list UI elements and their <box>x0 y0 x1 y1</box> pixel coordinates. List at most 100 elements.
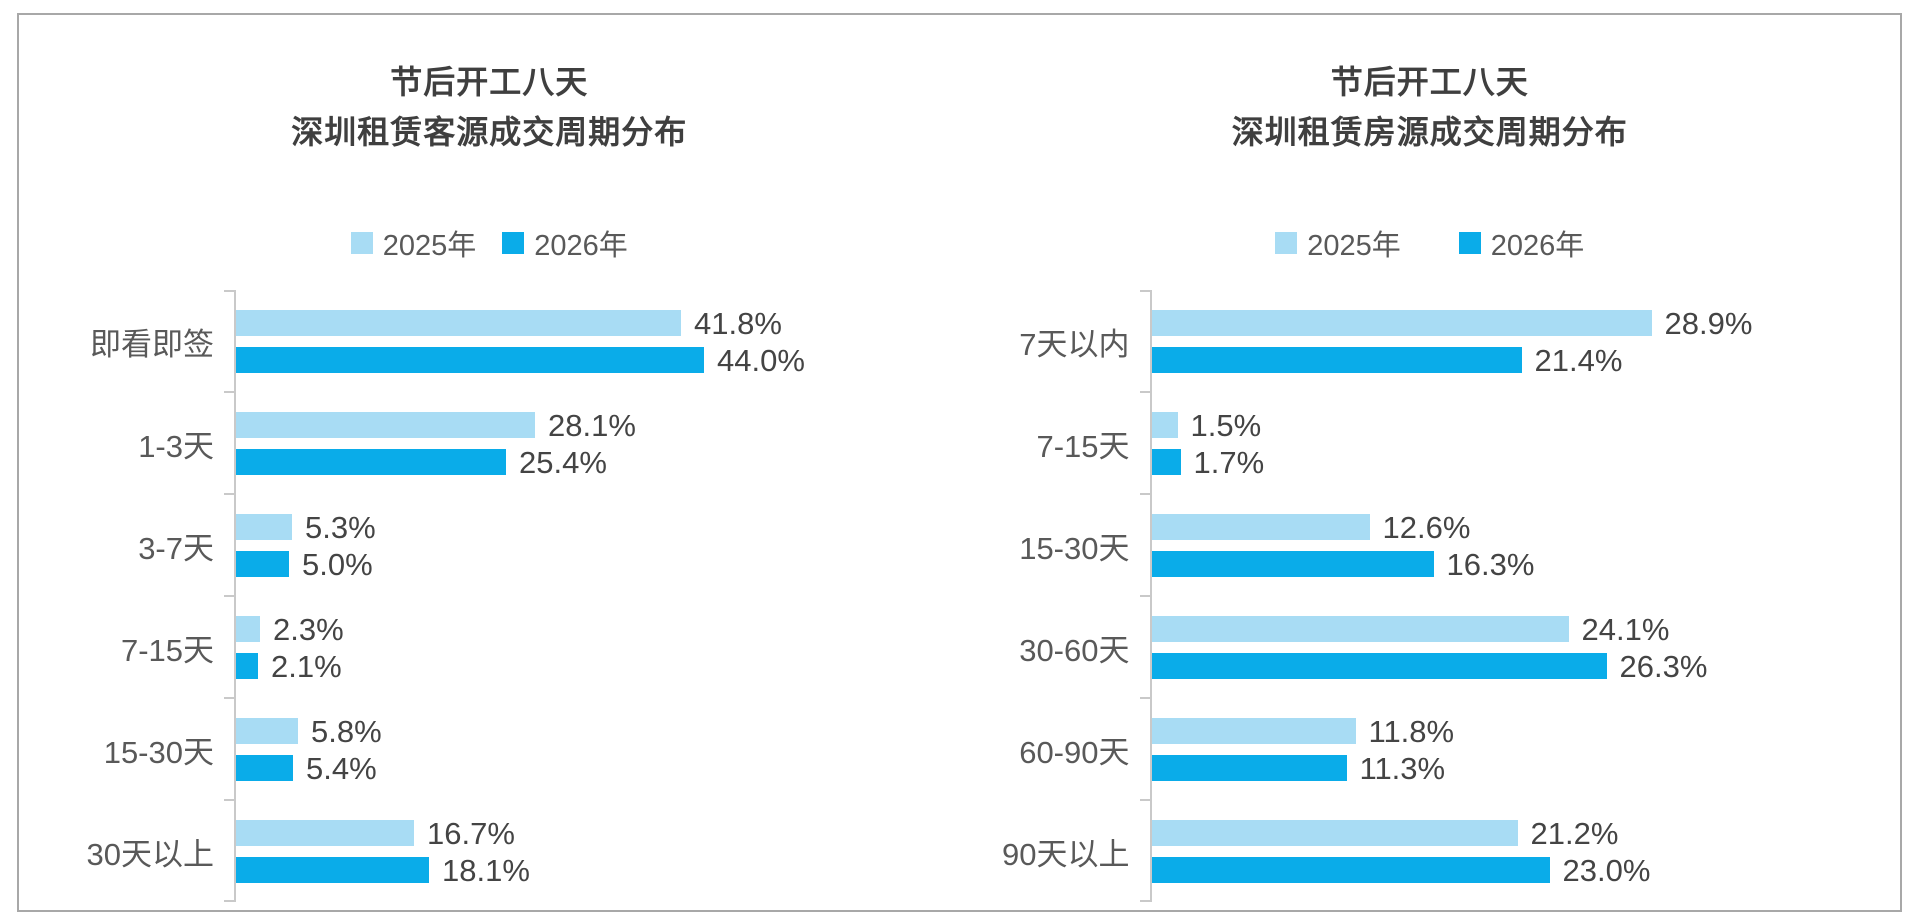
chart-title-line2: 深圳租赁客源成交周期分布 <box>291 114 688 150</box>
chart-frame: 节后开工八天 深圳租赁客源成交周期分布 2025年 2026年 即看即签 41.8… <box>17 13 1902 912</box>
axis-tick <box>224 900 234 902</box>
category-label: 1-3天 <box>138 428 214 464</box>
value-label: 41.8% <box>694 306 782 341</box>
axis-tick <box>1139 900 1150 902</box>
bar-2026年 <box>1151 449 1181 475</box>
value-label: 16.7% <box>427 816 515 851</box>
bar-2025年 <box>1151 310 1652 336</box>
value-label: 23.0% <box>1562 853 1651 888</box>
axis-tick <box>1139 290 1150 292</box>
bar-2026年 <box>236 857 429 883</box>
plot-area: 即看即签 41.8% 44.0% 1-3天 28.1% 25.4% 3-7天 5.3% 5.0%… <box>19 290 960 902</box>
legend: 2025年 2026年 <box>960 227 1901 262</box>
value-label: 24.1% <box>1581 612 1670 647</box>
bar-2025年 <box>1151 718 1356 744</box>
axis-tick <box>224 595 234 597</box>
chart-title-line2: 深圳租赁房源成交周期分布 <box>1231 114 1628 150</box>
category-label: 15-30天 <box>1019 530 1130 566</box>
bar-2025年 <box>236 820 414 846</box>
bar-2026年 <box>1151 755 1347 781</box>
value-label: 28.9% <box>1664 306 1753 341</box>
bar-2025年 <box>1151 514 1370 540</box>
value-label: 2.3% <box>273 612 344 647</box>
category-label: 3-7天 <box>138 530 214 566</box>
y-axis-line <box>1149 290 1152 902</box>
chart-title: 节后开工八天 深圳租赁房源成交周期分布 <box>960 57 1901 157</box>
bar-2025年 <box>1151 616 1569 642</box>
legend-swatch-2026-icon <box>1458 232 1481 254</box>
bar-2026年 <box>1151 347 1522 373</box>
bar-2025年 <box>236 718 298 744</box>
chart-panel-customer: 节后开工八天 深圳租赁客源成交周期分布 2025年 2026年 即看即签 41.8… <box>19 15 960 910</box>
value-label: 11.3% <box>1359 751 1446 786</box>
value-label: 28.1% <box>548 408 636 443</box>
legend-label-2026: 2026年 <box>1490 230 1585 262</box>
bar-2026年 <box>1151 857 1550 883</box>
bar-2026年 <box>236 755 293 781</box>
bar-2025年 <box>1151 412 1178 438</box>
legend: 2025年 2026年 <box>19 227 960 262</box>
bar-2026年 <box>1151 653 1607 679</box>
value-label: 21.2% <box>1530 816 1619 851</box>
category-label: 30-60天 <box>1019 632 1130 668</box>
category-label: 15-30天 <box>103 734 214 770</box>
value-label: 25.4% <box>519 445 607 480</box>
bar-2025年 <box>236 412 535 438</box>
bar-2025年 <box>236 514 292 540</box>
value-label: 18.1% <box>442 853 530 888</box>
value-label: 5.8% <box>311 714 382 749</box>
legend-swatch-2025-icon <box>1275 232 1298 254</box>
value-label: 26.3% <box>1619 649 1708 684</box>
value-label: 5.4% <box>306 751 377 786</box>
axis-tick <box>224 697 234 699</box>
legend-swatch-2026-icon <box>502 232 525 254</box>
legend-item-2025: 2025年 <box>1275 222 1401 264</box>
legend-item-2026: 2026年 <box>1458 222 1585 264</box>
category-label: 60-90天 <box>1019 734 1130 770</box>
legend-swatch-2025-icon <box>350 232 373 254</box>
axis-tick <box>1139 493 1150 495</box>
chart-title-line1: 节后开工八天 <box>390 64 589 100</box>
bar-2025年 <box>236 616 260 642</box>
category-label: 7天以内 <box>1019 326 1130 362</box>
axis-tick <box>224 493 234 495</box>
axis-tick <box>224 799 234 801</box>
value-label: 21.4% <box>1534 343 1623 378</box>
category-label: 30天以上 <box>86 836 214 872</box>
axis-tick <box>224 290 234 292</box>
axis-tick <box>1139 697 1150 699</box>
chart-panel-housing: 节后开工八天 深圳租赁房源成交周期分布 2025年 2026年 7天以内 28.9… <box>960 15 1901 910</box>
y-axis-line <box>234 290 236 902</box>
bar-2026年 <box>1151 551 1434 577</box>
value-label: 2.1% <box>271 649 342 684</box>
legend-label-2025: 2025年 <box>1307 230 1401 262</box>
axis-tick <box>1139 595 1150 597</box>
axis-tick <box>224 391 234 393</box>
bar-2026年 <box>236 653 258 679</box>
legend-item-2025: 2025年 <box>350 222 477 264</box>
legend-label-2026: 2026年 <box>534 230 628 262</box>
bar-2025年 <box>1151 820 1518 846</box>
value-label: 5.0% <box>302 547 373 582</box>
value-label: 16.3% <box>1446 547 1535 582</box>
value-label: 1.5% <box>1190 408 1262 443</box>
value-label: 1.7% <box>1193 445 1265 480</box>
category-label: 即看即签 <box>90 326 214 362</box>
value-label: 12.6% <box>1382 510 1471 545</box>
plot-area: 7天以内 28.9% 21.4% 7-15天 1.5% 1.7% 15-30天 12.6% 16… <box>960 290 1901 902</box>
legend-label-2025: 2025年 <box>382 230 477 262</box>
axis-tick <box>1139 799 1150 801</box>
bar-2026年 <box>236 551 289 577</box>
value-label: 44.0% <box>717 343 805 378</box>
chart-title: 节后开工八天 深圳租赁客源成交周期分布 <box>19 57 960 157</box>
category-label: 7-15天 <box>120 632 214 668</box>
category-label: 90天以上 <box>1002 836 1130 872</box>
bar-2026年 <box>236 347 704 373</box>
bar-2026年 <box>236 449 506 475</box>
chart-title-line1: 节后开工八天 <box>1330 64 1529 100</box>
category-label: 7-15天 <box>1036 428 1130 464</box>
value-label: 5.3% <box>305 510 376 545</box>
legend-item-2026: 2026年 <box>502 222 628 264</box>
value-label: 11.8% <box>1368 714 1455 749</box>
bar-2025年 <box>236 310 681 336</box>
